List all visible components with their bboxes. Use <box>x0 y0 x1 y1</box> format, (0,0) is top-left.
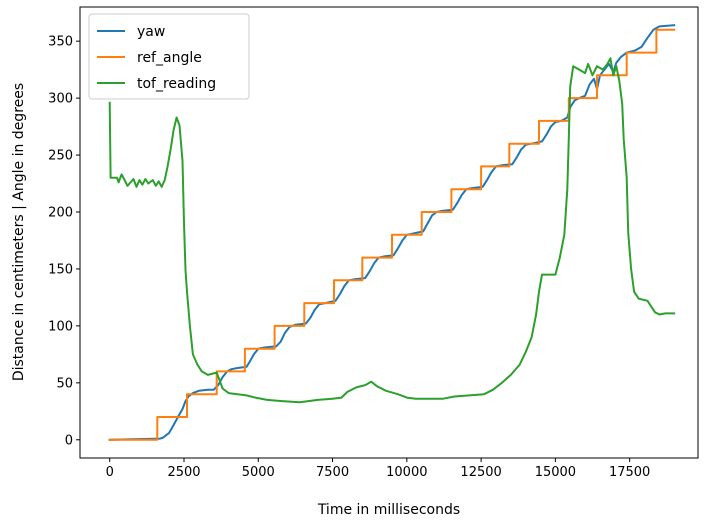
x-tick-label: 12500 <box>460 465 501 480</box>
plot-frame <box>79 6 699 459</box>
x-tick-label: 2500 <box>167 465 200 480</box>
x-tick-label: 10000 <box>386 465 427 480</box>
y-tick-label: 0 <box>65 433 73 448</box>
y-tick-label: 300 <box>48 92 73 107</box>
series-layer <box>108 24 676 441</box>
y-tick-label: 350 <box>48 35 73 50</box>
x-tick-label: 17500 <box>609 465 650 480</box>
legend: yaw ref_angle tof_reading <box>88 13 250 100</box>
y-tick-label: 50 <box>56 376 73 391</box>
legend-label-ref-angle: ref_angle <box>137 50 202 66</box>
x-tick-label: 0 <box>106 465 114 480</box>
legend-label-tof-reading: tof_reading <box>137 76 216 92</box>
x-tick-label: 15000 <box>535 465 576 480</box>
y-tick-label: 200 <box>48 206 73 221</box>
x-tick-label: 5000 <box>242 465 275 480</box>
x-tick-label: 7500 <box>316 465 349 480</box>
series-line-tof-reading <box>108 57 676 404</box>
y-axis-label: Distance in centimeters | Angle in degre… <box>11 83 27 381</box>
series-line-ref-angle <box>108 28 676 441</box>
legend-label-yaw: yaw <box>137 24 165 40</box>
y-tick-label: 100 <box>48 319 73 334</box>
ticks-layer: 0 2500 5000 7500 10000 12500 15000 17500 0 50 100 1… <box>48 35 650 480</box>
y-tick-label: 250 <box>48 149 73 164</box>
x-axis-label: Time in milliseconds <box>317 502 460 518</box>
y-tick-label: 150 <box>48 262 73 277</box>
legend-box <box>88 13 250 100</box>
